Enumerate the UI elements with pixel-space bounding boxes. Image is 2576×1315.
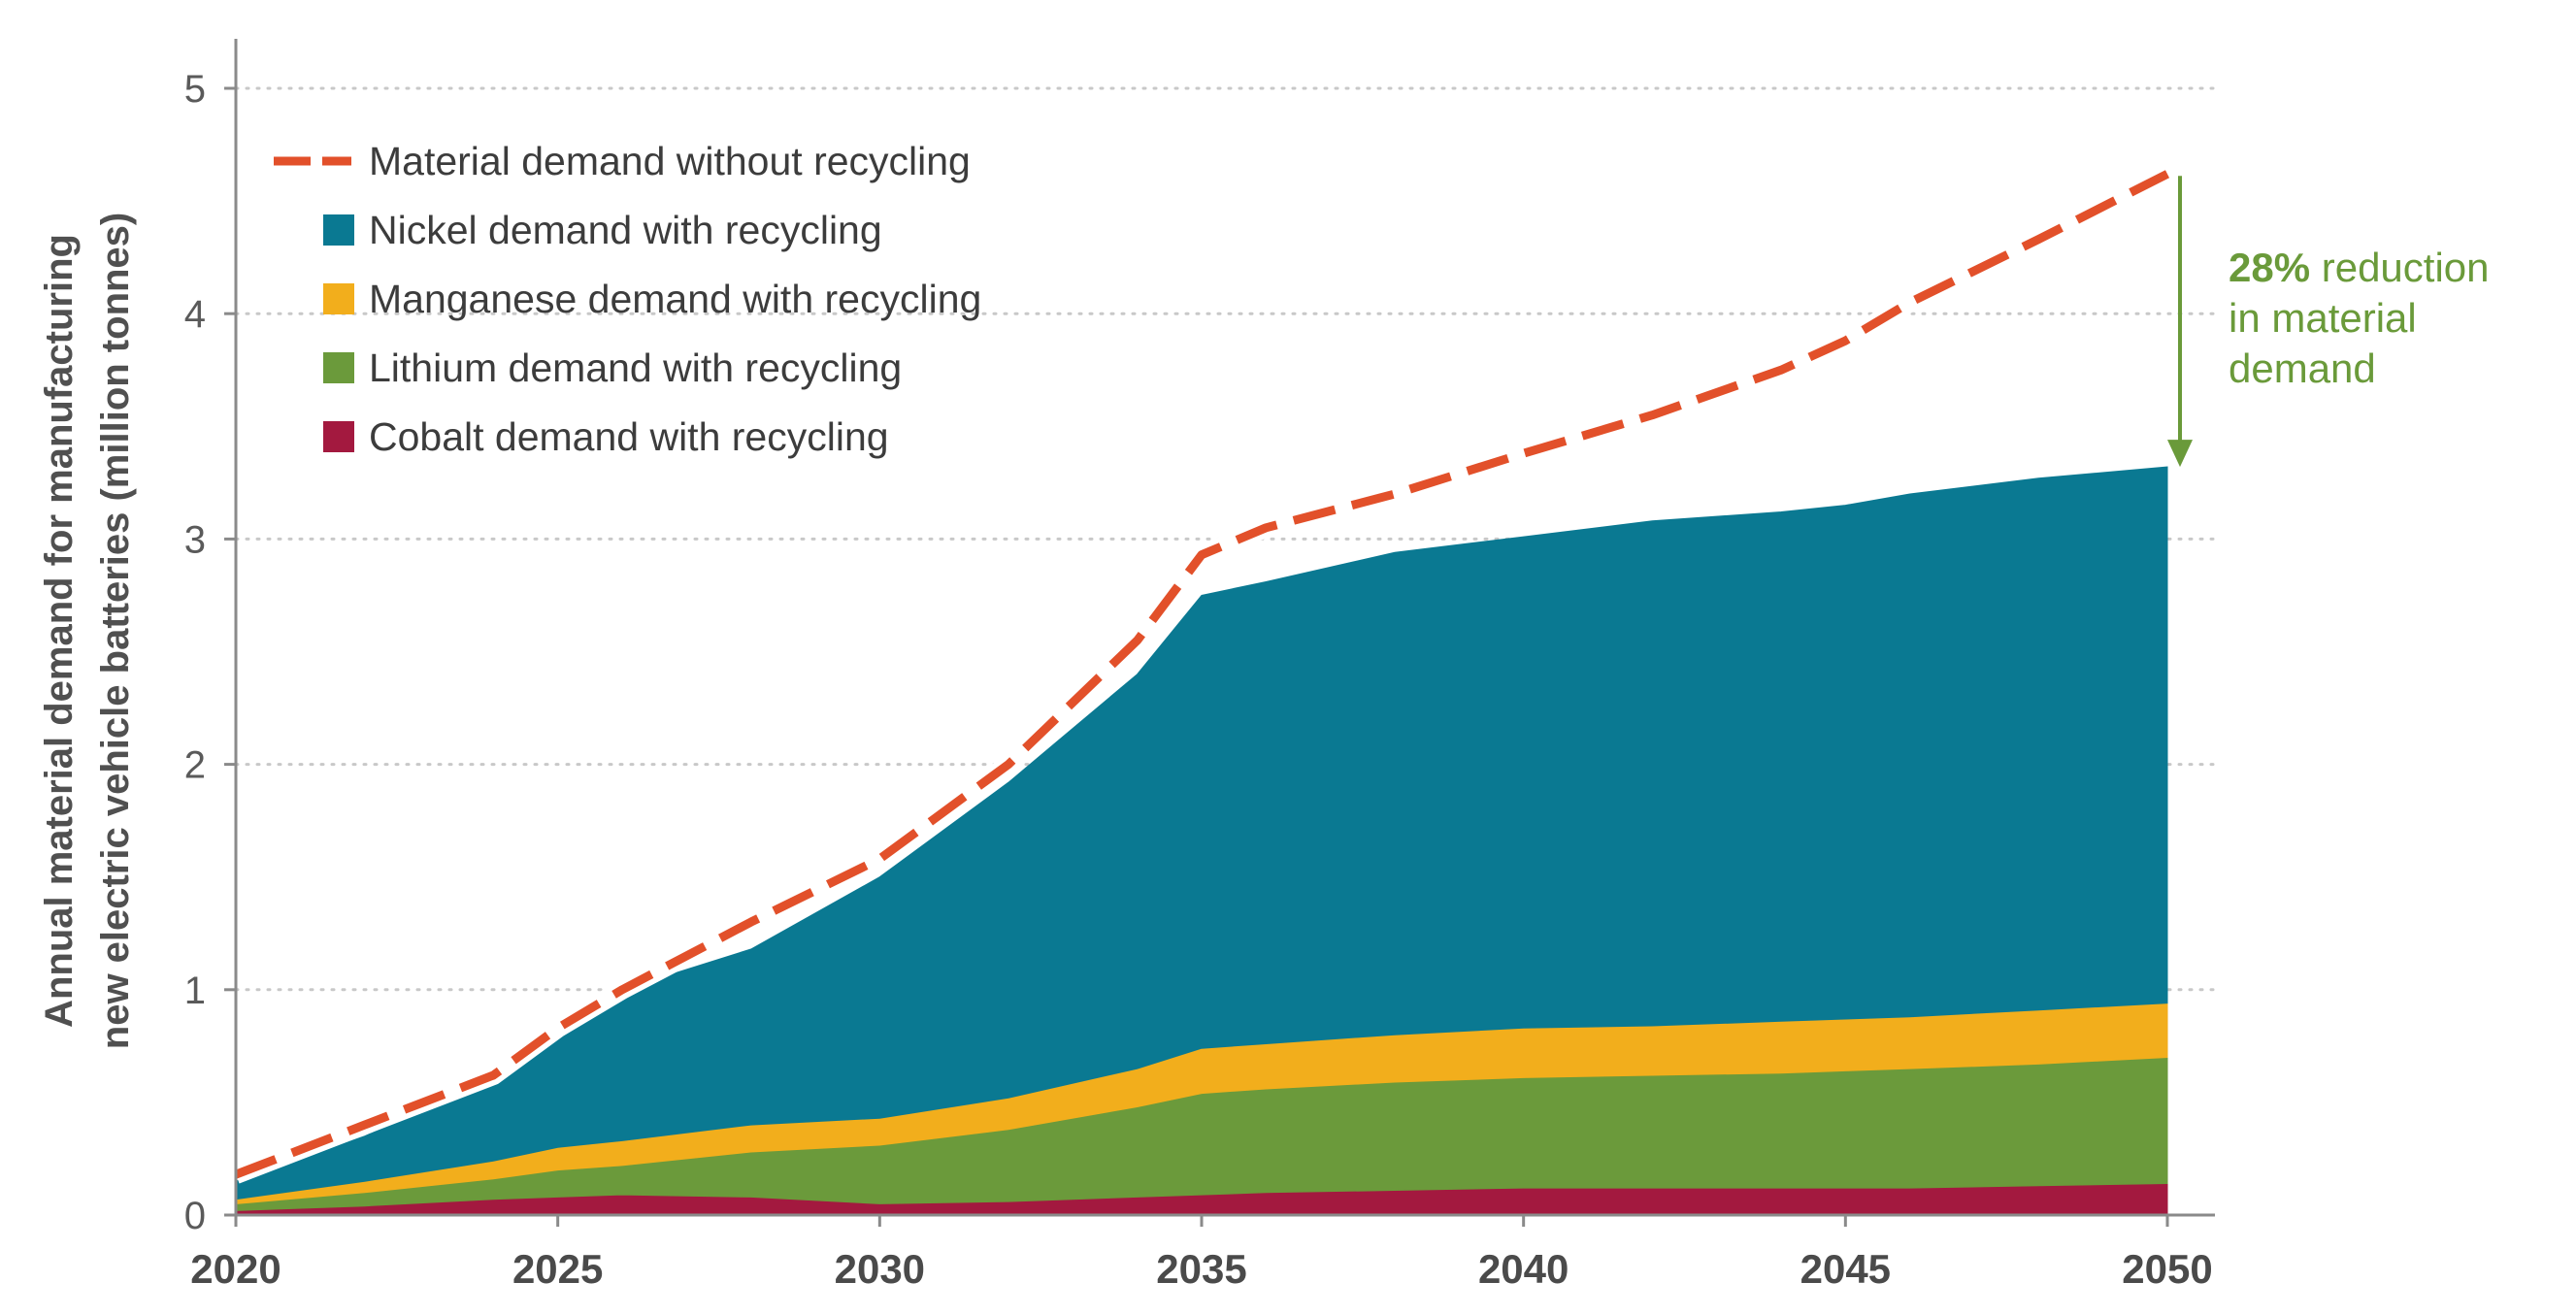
reduction-annotation-line1: 28% reduction (2229, 245, 2490, 290)
stacked-areas (235, 466, 2168, 1216)
axes: 0 1 2 3 4 5 2020 2025 2030 2035 2040 2045 2050 Annual… (38, 39, 2215, 1292)
y-tick-label: 5 (184, 68, 206, 111)
reduction-percentage: 28% (2229, 245, 2310, 290)
y-tick-label: 1 (184, 970, 206, 1012)
reduction-word: reduction (2310, 245, 2489, 290)
gridlines (234, 86, 2217, 992)
legend-swatch-cobalt (323, 421, 354, 452)
demand-without-recycling-line (234, 170, 2170, 1179)
x-tick-label: 2040 (1478, 1246, 1569, 1292)
y-axis-title-line2: new electric vehicle batteries (million … (94, 213, 137, 1049)
nickel-area (235, 466, 2168, 1200)
x-tick-label: 2025 (512, 1246, 603, 1292)
x-tick-label: 2020 (190, 1246, 281, 1292)
reduction-arrow-head (2167, 440, 2193, 468)
x-tick-label: 2035 (1156, 1246, 1246, 1292)
x-tick-label: 2050 (2122, 1246, 2212, 1292)
demand-line-layer (232, 165, 2172, 1184)
y-tick-label: 4 (184, 293, 206, 336)
legend-swatch-lithium (323, 352, 354, 383)
reduction-annotation-line2: in material (2229, 295, 2417, 341)
legend-swatch-manganese (323, 283, 354, 314)
y-axis-title-line1: Annual material demand for manufacturing (38, 234, 81, 1028)
legend-label-manganese: Manganese demand with recycling (369, 277, 981, 321)
legend-swatch-nickel (323, 214, 354, 246)
x-tick-label: 2045 (1800, 1246, 1891, 1292)
y-tick-label: 0 (184, 1195, 206, 1237)
legend-label-lithium: Lithium demand with recycling (369, 345, 902, 390)
y-tick-label: 2 (184, 744, 206, 787)
x-tick-label: 2030 (835, 1246, 925, 1292)
legend-label-material: Material demand without recycling (369, 139, 971, 183)
y-tick-label: 3 (184, 518, 206, 561)
legend: Material demand without recycling Nickel … (274, 139, 981, 459)
reduction-annotation-line3: demand (2229, 345, 2376, 391)
legend-label-cobalt: Cobalt demand with recycling (369, 414, 889, 459)
legend-label-nickel: Nickel demand with recycling (369, 208, 882, 252)
